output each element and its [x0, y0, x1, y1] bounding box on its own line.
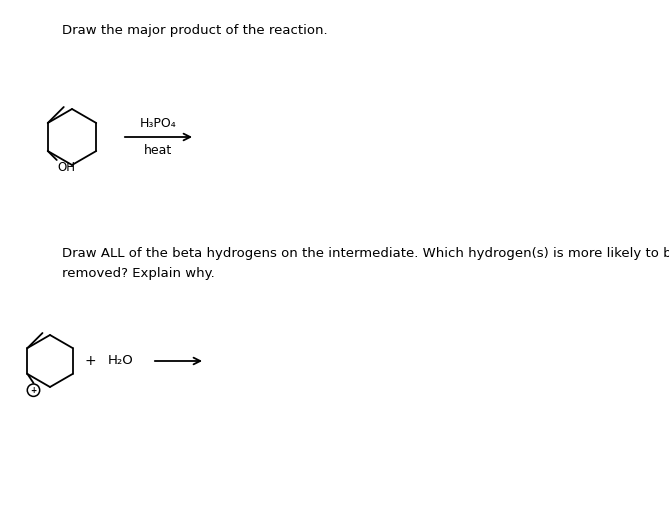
Text: +: + [30, 386, 37, 395]
Text: H₃PO₄: H₃PO₄ [140, 117, 177, 130]
Text: heat: heat [145, 144, 173, 157]
Text: H₂O: H₂O [108, 354, 134, 367]
Text: Draw the major product of the reaction.: Draw the major product of the reaction. [62, 24, 328, 37]
Text: OH: OH [58, 160, 75, 173]
Text: Draw ALL of the beta hydrogens on the intermediate. Which hydrogen(s) is more li: Draw ALL of the beta hydrogens on the in… [62, 247, 669, 260]
Text: +: + [84, 354, 96, 368]
Text: removed? Explain why.: removed? Explain why. [62, 267, 215, 280]
